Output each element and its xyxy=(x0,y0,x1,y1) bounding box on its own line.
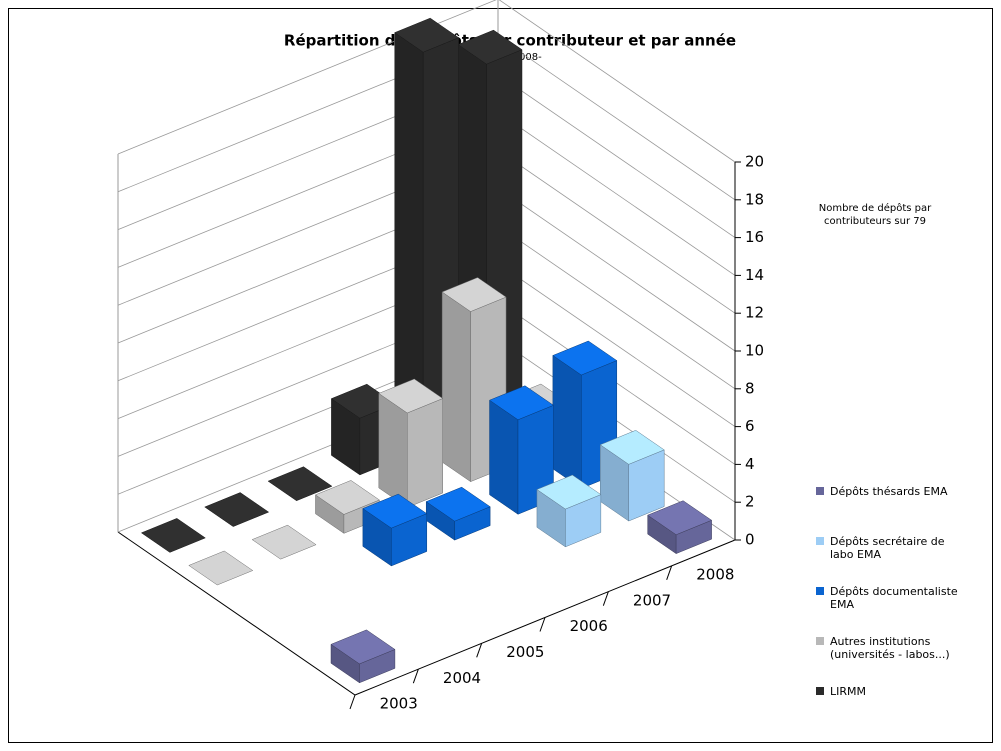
bar xyxy=(330,629,396,684)
bar-top xyxy=(394,17,460,53)
bar xyxy=(536,474,602,548)
y-tick-label: 12 xyxy=(745,304,764,322)
x-tick-label: 2007 xyxy=(633,591,671,609)
legend-label: Dépôts thésards EMA xyxy=(830,485,948,498)
legend-swatch xyxy=(816,687,824,695)
bar xyxy=(251,524,317,560)
bar-top xyxy=(599,430,665,465)
bar-top xyxy=(362,493,428,529)
x-tick xyxy=(666,565,673,581)
x-tick-label: 2003 xyxy=(380,695,418,713)
bar-top xyxy=(251,524,317,560)
bar xyxy=(378,378,444,508)
bar-top xyxy=(457,29,523,65)
y-tick-label: 18 xyxy=(745,190,764,208)
y-tick-label: 20 xyxy=(745,153,764,171)
bar-top xyxy=(536,474,602,510)
x-tick-label: 2008 xyxy=(696,565,734,583)
x-tick xyxy=(412,668,419,684)
x-tick xyxy=(539,617,546,632)
y-axis-label: Nombre de dépôts par contributeurs sur 7… xyxy=(818,203,932,227)
bar-top xyxy=(267,466,333,502)
grid-line xyxy=(117,0,736,163)
bar-top xyxy=(140,518,206,553)
bar xyxy=(362,493,428,567)
bar xyxy=(425,486,491,541)
bar-front xyxy=(407,398,443,508)
y-tick-label: 2 xyxy=(745,493,755,511)
bar-top xyxy=(441,277,507,312)
legend-label: LIRMM xyxy=(830,685,866,698)
x-tick xyxy=(602,591,609,606)
legend-swatch xyxy=(816,637,824,645)
bar xyxy=(647,500,713,555)
bar xyxy=(188,550,254,586)
bar xyxy=(267,466,333,502)
bar xyxy=(140,518,206,553)
bar xyxy=(599,430,665,522)
y-tick-label: 16 xyxy=(745,228,764,246)
legend-label: Autres institutions (universités - labos… xyxy=(830,635,950,661)
y-tick-label: 10 xyxy=(745,342,764,360)
bar-side xyxy=(441,291,471,483)
legend-swatch xyxy=(816,537,824,545)
bar-side xyxy=(552,354,582,489)
bar-top xyxy=(489,385,554,421)
bar-top xyxy=(204,492,270,527)
x-tick-label: 2004 xyxy=(443,669,481,687)
bar-side xyxy=(378,392,408,508)
bar-top xyxy=(647,500,713,536)
y-tick-label: 6 xyxy=(745,417,755,435)
bar-top xyxy=(314,480,380,515)
legend-label: Dépôts documentaliste EMA xyxy=(830,585,958,611)
legend-label: Dépôts secrétaire de labo EMA xyxy=(830,535,945,561)
legend-swatch xyxy=(816,487,824,495)
x-tick-label: 2005 xyxy=(506,643,544,661)
x-tick-label: 2006 xyxy=(570,617,608,635)
y-tick-label: 14 xyxy=(745,266,764,284)
x-tick xyxy=(476,643,483,658)
bar-top xyxy=(378,378,444,414)
bar-top xyxy=(330,629,396,665)
y-tick-label: 4 xyxy=(745,455,755,473)
bar-side xyxy=(489,399,519,515)
legend-swatch xyxy=(816,587,824,595)
bar xyxy=(204,492,270,527)
y-tick-label: 0 xyxy=(745,531,755,549)
bar-top xyxy=(188,550,254,586)
y-tick-label: 8 xyxy=(745,379,755,397)
x-tick xyxy=(349,694,356,710)
bar-top xyxy=(552,340,618,376)
bar-top xyxy=(425,486,491,522)
